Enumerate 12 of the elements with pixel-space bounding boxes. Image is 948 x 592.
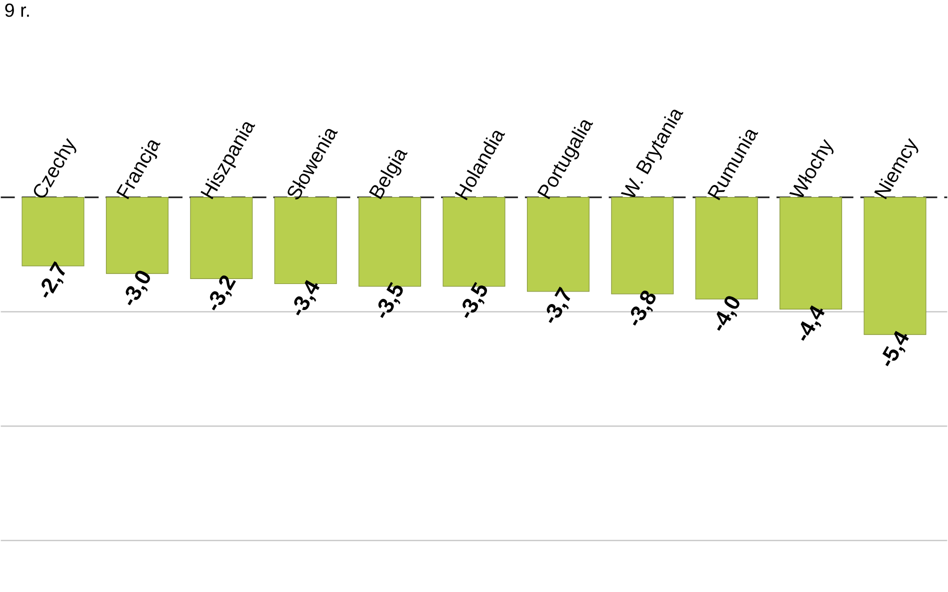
data-label: -3,7 — [546, 286, 570, 324]
data-label: -3,4 — [294, 280, 320, 316]
data-label: -2,7 — [42, 261, 65, 298]
data-label: -4,0 — [716, 296, 740, 331]
data-label: -3,5 — [378, 282, 403, 318]
data-label: -3,8 — [631, 290, 656, 326]
data-label: -4,4 — [800, 305, 825, 341]
data-label: -3,0 — [126, 270, 150, 306]
data-label: -3,2 — [210, 275, 236, 310]
data-label: -3,5 — [462, 282, 488, 318]
data-label: -5,4 — [882, 330, 909, 366]
chart-title: 9 r. — [5, 4, 29, 17]
